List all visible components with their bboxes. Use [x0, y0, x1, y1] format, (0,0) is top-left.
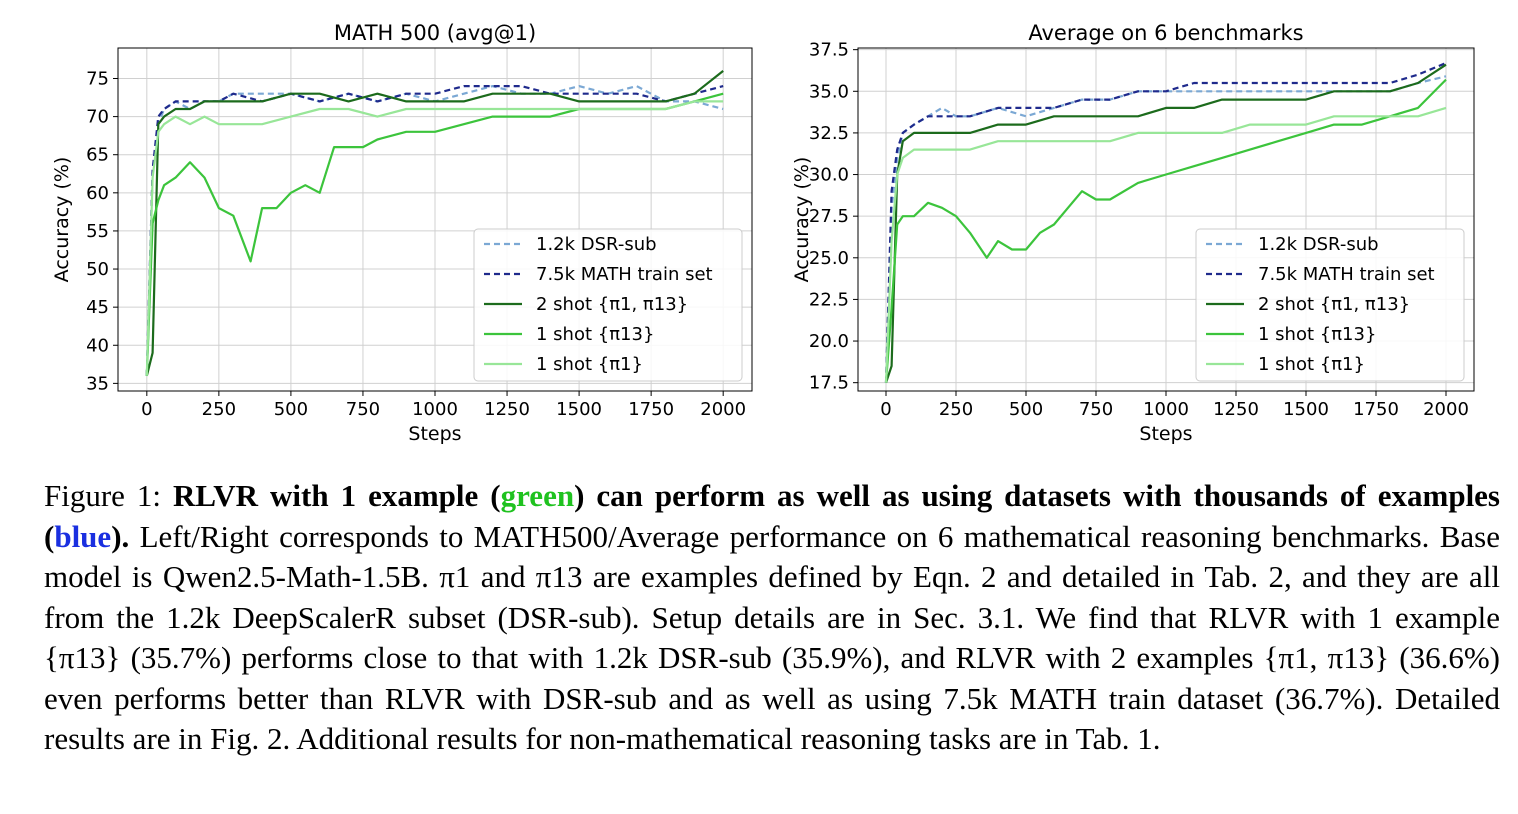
y-tick-label: 17.5	[809, 373, 849, 394]
x-tick-label: 750	[1079, 399, 1113, 420]
x-tick-label: 250	[202, 399, 236, 420]
caption-bold-2: ) can perform as well as using datasets …	[44, 478, 1500, 554]
series-line-2	[884, 61, 1447, 383]
y-tick-label: 75	[86, 68, 109, 89]
legend-label: 2 shot {π1, π13}	[536, 294, 688, 315]
y-tick-label: 50	[86, 259, 109, 280]
x-axis-label: Steps	[1139, 423, 1192, 445]
x-tick-label: 500	[274, 399, 308, 420]
series-line-4	[884, 78, 1447, 383]
figure: 0 250 500 750 1000 1250 1500 1750 20003540455055…	[51, 21, 1475, 445]
series-line-3	[145, 70, 724, 377]
legend-label: 1.2k DSR-sub	[536, 234, 657, 255]
y-axis-label: Accuracy (%)	[51, 157, 73, 283]
legend-label: 7.5k MATH train set	[1258, 264, 1435, 285]
x-tick-label: 750	[346, 399, 380, 420]
x-tick-label: 2000	[1423, 399, 1469, 420]
x-tick-label: 1250	[484, 399, 530, 420]
chart-title: Average on 6 benchmarks	[1028, 21, 1303, 45]
caption-green-word: green	[500, 478, 575, 513]
y-tick-label: 20.0	[809, 331, 849, 352]
x-tick-label: 1500	[1283, 399, 1329, 420]
y-tick-label: 25.0	[809, 248, 849, 269]
x-tick-label: 1000	[1143, 399, 1189, 420]
x-tick-label: 1500	[556, 399, 602, 420]
x-tick-label: 0	[880, 399, 891, 420]
legend-label: 1 shot {π1}	[536, 354, 643, 375]
y-tick-label: 30.0	[809, 165, 849, 186]
x-tick-label: 250	[939, 399, 973, 420]
y-axis-label: Accuracy (%)	[791, 157, 813, 283]
y-tick-label: 70	[86, 107, 109, 128]
y-tick-label: 65	[86, 145, 109, 166]
legend-label: 1.2k DSR-sub	[1258, 234, 1379, 255]
caption-blue-word: blue	[54, 518, 112, 554]
y-tick-label: 22.5	[809, 289, 849, 310]
series-line-5	[145, 100, 724, 376]
caption-figure-label: Figure 1:	[44, 478, 162, 513]
x-tick-label: 1750	[628, 399, 674, 420]
legend: 1.2k DSR-sub 7.5k MATH train set 2 shot {π…	[1195, 228, 1465, 382]
x-axis-label: Steps	[408, 423, 461, 445]
series-line-3	[884, 63, 1447, 384]
y-tick-label: 45	[86, 297, 109, 318]
legend-box	[1195, 228, 1465, 382]
figure-caption: Figure 1: RLVR with 1 example (green) ca…	[44, 476, 1500, 760]
x-tick-label: 1000	[412, 399, 458, 420]
y-tick-label: 32.5	[809, 123, 849, 144]
chart-title: MATH 500 (avg@1)	[334, 21, 536, 45]
legend-label: 7.5k MATH train set	[536, 264, 713, 285]
x-tick-label: 500	[1009, 399, 1043, 420]
series-line-1	[145, 84, 724, 376]
chart-2: 0 250 500 750 1000 1250 1500 1750 2000 17.5 20.0 22…	[791, 21, 1475, 445]
legend-box	[473, 228, 743, 382]
series-line-5	[884, 106, 1447, 383]
caption-bold-1: RLVR with 1 example (	[173, 478, 501, 513]
y-tick-label: 35.0	[809, 81, 849, 102]
legend: 1.2k DSR-sub 7.5k MATH train set 2 shot {π…	[473, 228, 743, 382]
caption-body: Left/Right corresponds to MATH500/Averag…	[44, 518, 1501, 757]
legend-label: 1 shot {π13}	[536, 324, 654, 345]
y-tick-label: 35	[86, 373, 109, 394]
chart-1: 0 250 500 750 1000 1250 1500 1750 2000 35 40 45 50 55…	[51, 21, 753, 445]
series-line-1	[884, 75, 1447, 383]
y-tick-label: 27.5	[809, 206, 849, 227]
x-tick-label: 2000	[700, 399, 746, 420]
y-tick-label: 40	[86, 335, 109, 356]
x-tick-label: 1250	[1213, 399, 1259, 420]
y-tick-label: 37.5	[809, 40, 849, 61]
legend-label: 1 shot {π1}	[1258, 354, 1365, 375]
y-tick-label: 60	[86, 183, 109, 204]
x-tick-label: 1750	[1353, 399, 1399, 420]
legend-label: 2 shot {π1, π13}	[1258, 294, 1410, 315]
x-tick-label: 0	[141, 399, 152, 420]
series-line-2	[145, 84, 724, 376]
legend-label: 1 shot {π13}	[1258, 324, 1376, 345]
y-tick-label: 55	[86, 221, 109, 242]
caption-bold-3: ).	[111, 518, 130, 554]
